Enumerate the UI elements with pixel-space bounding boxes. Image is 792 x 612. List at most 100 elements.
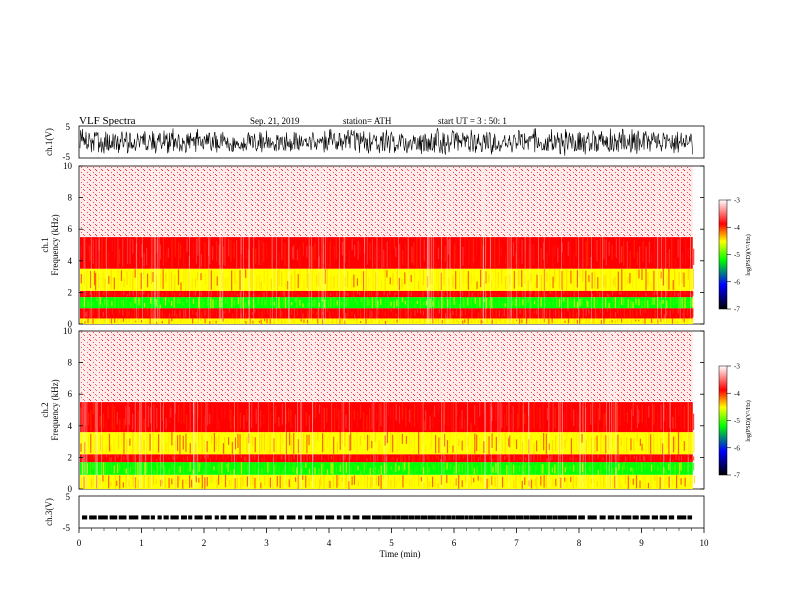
spectrogram-sferic [516, 167, 518, 323]
spectrogram-streak [168, 404, 171, 424]
spectrogram-streak [254, 309, 256, 313]
spectrogram-streak [639, 455, 641, 462]
spectrogram-streak [86, 474, 88, 489]
spectrogram-streak [516, 413, 519, 431]
spectrogram-streak [630, 319, 632, 324]
spectrogram-streak [681, 312, 684, 317]
spectrogram-streak [561, 242, 563, 253]
spectrogram-streak [518, 318, 521, 324]
spectrogram-streak [551, 467, 553, 473]
spectrogram-streak [482, 244, 484, 268]
spectrogram-streak [576, 319, 578, 324]
spectrogram-streak [576, 301, 579, 309]
spectrogram-streak [282, 297, 285, 306]
spectrogram-streak [288, 407, 290, 423]
spectrogram-streak [458, 464, 460, 473]
spectrogram-streak [161, 462, 163, 469]
spectrogram-streak [255, 318, 257, 323]
spectrogram-streak [338, 409, 340, 430]
spectrogram-streak [660, 290, 662, 297]
spectrogram-streak [242, 308, 245, 317]
spectrogram-streak [630, 409, 633, 431]
spectrogram-streak [629, 250, 631, 269]
spectrogram-sferic [83, 167, 85, 323]
spectrogram-streak [192, 291, 194, 297]
spectrogram-streak [684, 477, 686, 487]
spectrogram-streak [339, 432, 341, 450]
spectrogram-streak [221, 406, 223, 420]
spectrogram-streak [630, 438, 632, 451]
spectrogram-streak [563, 268, 565, 290]
spectrogram-streak [296, 249, 299, 261]
spectrogram-streak [219, 297, 221, 307]
frequency-tick-label: 8 [68, 193, 73, 203]
spectrogram-streak [449, 433, 451, 448]
spectrogram-streak [140, 403, 142, 430]
spectrogram-streak [98, 273, 100, 289]
spectrogram-streak [197, 404, 199, 419]
x-tick-label: 0 [77, 538, 82, 548]
spectrogram-streak [104, 298, 106, 306]
spectrogram-streak [90, 271, 92, 289]
spectrogram-streak [572, 309, 574, 318]
spectrogram-streak [236, 455, 238, 462]
spectrogram-streak [266, 242, 268, 258]
spectrogram-streak [327, 308, 329, 313]
ch1-waveform-ylabel: ch.1(V) [44, 128, 54, 156]
spectrogram-streak [258, 320, 261, 323]
spectrogram-streak [485, 409, 487, 430]
spectrogram-streak [228, 479, 231, 487]
spectrogram-streak [504, 456, 506, 460]
spectrogram-sferic [349, 332, 350, 488]
spectrogram-streak [314, 290, 316, 298]
spectrogram-streak [593, 293, 595, 297]
spectrogram-streak [234, 478, 236, 489]
spectrogram-streak [380, 403, 382, 427]
ch3-waveform-segment [98, 515, 108, 520]
spectrogram-streak [267, 402, 270, 433]
spectrogram-streak [113, 277, 115, 290]
spectrogram-streak [201, 434, 203, 454]
ch3-waveform-segment [640, 515, 650, 520]
spectrogram-streak [308, 302, 310, 306]
spectrogram-streak [665, 468, 667, 475]
spectrogram-streak [363, 271, 365, 291]
spectrogram-streak [681, 297, 683, 309]
spectrogram-streak [677, 239, 679, 258]
spectrogram-streak [245, 247, 248, 260]
spectrogram-streak [479, 402, 481, 417]
spectrogram-streak [554, 464, 556, 474]
spectrogram-streak [197, 308, 199, 319]
spectrogram-streak [164, 319, 167, 322]
spectrogram-streak [579, 478, 581, 489]
spectrogram-streak [269, 319, 271, 324]
spectrogram-streak [345, 462, 348, 473]
spectrogram-streak [624, 456, 627, 462]
spectrogram-streak [581, 297, 583, 306]
spectrogram-streak [176, 313, 178, 319]
spectrogram-streak [288, 479, 290, 488]
spectrogram-streak [233, 415, 235, 430]
ch3-waveform-segment [408, 515, 415, 520]
spectrogram-streak [614, 297, 617, 308]
spectrogram-streak [321, 311, 323, 316]
ch3-waveform-segment [552, 515, 558, 520]
spectrogram-streak [230, 470, 232, 475]
spectrogram-streak [414, 302, 416, 308]
spectrogram-streak [426, 462, 428, 475]
spectrogram-streak [647, 454, 650, 461]
spectrogram-streak [197, 237, 199, 256]
spectrogram-streak [279, 308, 281, 318]
spectrogram-streak [192, 402, 195, 414]
spectrogram-streak [393, 476, 396, 489]
spectrogram-streak [620, 438, 623, 446]
spectrogram-streak [632, 478, 634, 485]
spectrogram-streak [108, 276, 110, 284]
spectrogram-streak [375, 410, 378, 422]
spectrogram-streak [90, 433, 92, 454]
ch3-waveform-segment [325, 515, 335, 520]
time-axis: 0 1 2 3 4 5 6 7 8 9 10 [77, 528, 709, 548]
spectrogram-streak [534, 478, 536, 487]
spectrogram-streak [479, 297, 481, 307]
spectrogram-streak [143, 291, 145, 295]
